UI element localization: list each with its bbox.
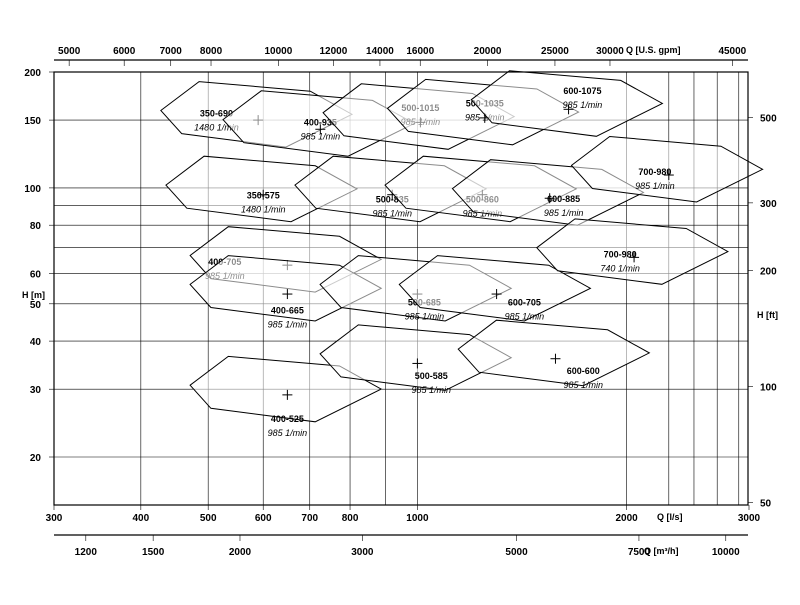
grid [54,72,748,505]
region-label: 400-525 [271,414,304,424]
bottom-tick-label: 600 [255,513,272,524]
bottom2-tick-label: 1500 [142,547,165,558]
top-tick-label: 45000 [718,46,746,57]
pump-region: 700-980 740 1/min [536,218,729,285]
pump-region: 600-1075 985 1/min [470,70,664,137]
bottom2-tick-label: 7500 [628,547,651,558]
left-tick-label: 150 [24,116,41,127]
right-tick-label: 300 [760,199,777,210]
top-tick-label: 10000 [264,46,292,57]
top-tick-label: 5000 [58,46,81,57]
region-label: 350-690 [200,108,233,118]
region-label: 500-585 [415,371,448,381]
bottom2-tick-label: 3000 [351,547,374,558]
region-speed: 985 1/min [412,385,452,395]
bottom-tick-label: 500 [200,513,217,524]
top-tick-label: 30000 [596,46,624,57]
region-label: 600-1075 [563,86,601,96]
right-tick-label: 50 [760,498,772,509]
axes: Q [U.S. gpm] Q [l/s] Q [m³/h] H [m] H [f… [22,45,778,558]
region-speed: 985 1/min [372,208,412,218]
region-outline [470,70,664,137]
top-tick-label: 16000 [406,46,434,57]
top-tick-label: 25000 [541,46,569,57]
region-outline [457,319,651,387]
left-tick-label: 80 [30,221,42,232]
region-outline [570,135,764,203]
bottom-tick-label: 700 [301,513,318,524]
bottom2-tick-label: 5000 [505,547,528,558]
top-axis-title: Q [U.S. gpm] [626,45,681,55]
pump-region: 700-980 985 1/min [570,135,764,203]
left-axis-title: H [m] [22,290,45,300]
region-label: 600-885 [547,194,580,204]
region-label: 600-600 [567,366,600,376]
region-speed: 985 1/min [301,131,341,141]
bottom2-tick-label: 1200 [75,547,98,558]
right-tick-label: 100 [760,383,777,394]
pump-region: 350-575 1480 1/min [165,155,359,223]
region-speed: 985 1/min [463,208,503,218]
region-speed: 985 1/min [505,312,545,322]
region-label: 350-575 [247,191,280,201]
region-speed: 740 1/min [600,263,640,273]
region-speed: 985 1/min [635,181,675,191]
region-speed: 985 1/min [405,312,445,322]
region-label: 400-935 [304,117,337,127]
left-tick-label: 30 [30,385,42,396]
pump-region: 600-600 985 1/min [457,319,651,390]
left-tick-label: 200 [24,68,41,79]
region-outline [189,355,383,423]
region-speed: 985 1/min [268,319,308,329]
pump-region: 400-525 985 1/min [189,355,383,438]
bottom2-tick-label: 2000 [229,547,252,558]
region-label: 400-665 [271,305,304,315]
right-tick-label: 500 [760,113,777,124]
left-tick-label: 60 [30,269,42,280]
right-axis-title: H [ft] [757,310,778,320]
bottom-tick-label: 800 [342,513,359,524]
pump-region: 600-705 985 1/min [398,255,592,322]
region-speed: 985 1/min [563,100,603,110]
left-tick-label: 50 [30,300,42,311]
region-speed: 985 1/min [564,380,604,390]
top-tick-label: 8000 [200,46,223,57]
bottom-tick-label: 3000 [738,513,761,524]
region-label: 600-705 [508,298,541,308]
top-tick-label: 12000 [319,46,347,57]
top-tick-label: 14000 [366,46,394,57]
region-speed: 985 1/min [465,112,505,122]
left-tick-label: 100 [24,184,41,195]
bottom2-axis-title: Q [m³/h] [644,546,679,556]
region-label: 700-980 [604,249,637,259]
region-label: 700-980 [638,167,671,177]
bottom-tick-label: 300 [46,513,63,524]
top-tick-label: 6000 [113,46,136,57]
region-speed: 985 1/min [268,428,308,438]
bottom-tick-label: 1000 [406,513,429,524]
bottom-axis-title: Q [l/s] [657,512,683,522]
top-tick-label: 20000 [474,46,502,57]
bottom-tick-label: 400 [132,513,149,524]
region-speed: 1480 1/min [241,205,286,215]
region-speed: 985 1/min [544,208,584,218]
right-tick-label: 200 [760,267,777,278]
plot-frame-rect [53,71,749,506]
top-tick-label: 7000 [160,46,183,57]
bottom-tick-label: 2000 [615,513,638,524]
region-label: 500-835 [376,194,409,204]
plot-frame [53,59,749,536]
left-tick-label: 40 [30,337,42,348]
region-speed: 1480 1/min [194,122,239,132]
left-tick-label: 20 [30,453,42,464]
bottom2-tick-label: 10000 [712,547,740,558]
region-outline [398,255,592,322]
region-outline [536,218,729,285]
